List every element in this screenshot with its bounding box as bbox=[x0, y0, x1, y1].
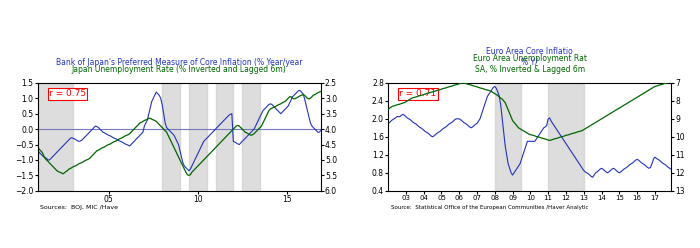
Bar bbox=[216, 83, 233, 191]
Bar bbox=[189, 83, 206, 191]
Text: Sources:  BOJ, MIC /Have: Sources: BOJ, MIC /Have bbox=[41, 205, 118, 210]
Text: Source:  Statistical Office of the European Communities /Haver Analytic: Source: Statistical Office of the Europe… bbox=[391, 205, 589, 210]
Text: Euro Area Unemployment Rat
SA, % Inverted & Lagged 6m: Euro Area Unemployment Rat SA, % Inverte… bbox=[473, 54, 587, 74]
Bar bbox=[548, 83, 584, 191]
Title: Bank of Japan's Preferred Measure of Core Inflation (% Year/year: Bank of Japan's Preferred Measure of Cor… bbox=[56, 58, 302, 67]
Bar bbox=[242, 83, 260, 191]
Text: r = 0.75: r = 0.75 bbox=[49, 89, 86, 98]
Bar bbox=[38, 83, 74, 191]
Bar bbox=[495, 83, 522, 191]
Title: Euro Area Core Inflatio
% Y/: Euro Area Core Inflatio % Y/ bbox=[486, 47, 573, 67]
Text: Japan Unemployment Rate (% Inverted and Lagged 6m): Japan Unemployment Rate (% Inverted and … bbox=[72, 65, 286, 74]
Text: r = 0.71: r = 0.71 bbox=[400, 89, 437, 98]
Bar bbox=[162, 83, 180, 191]
